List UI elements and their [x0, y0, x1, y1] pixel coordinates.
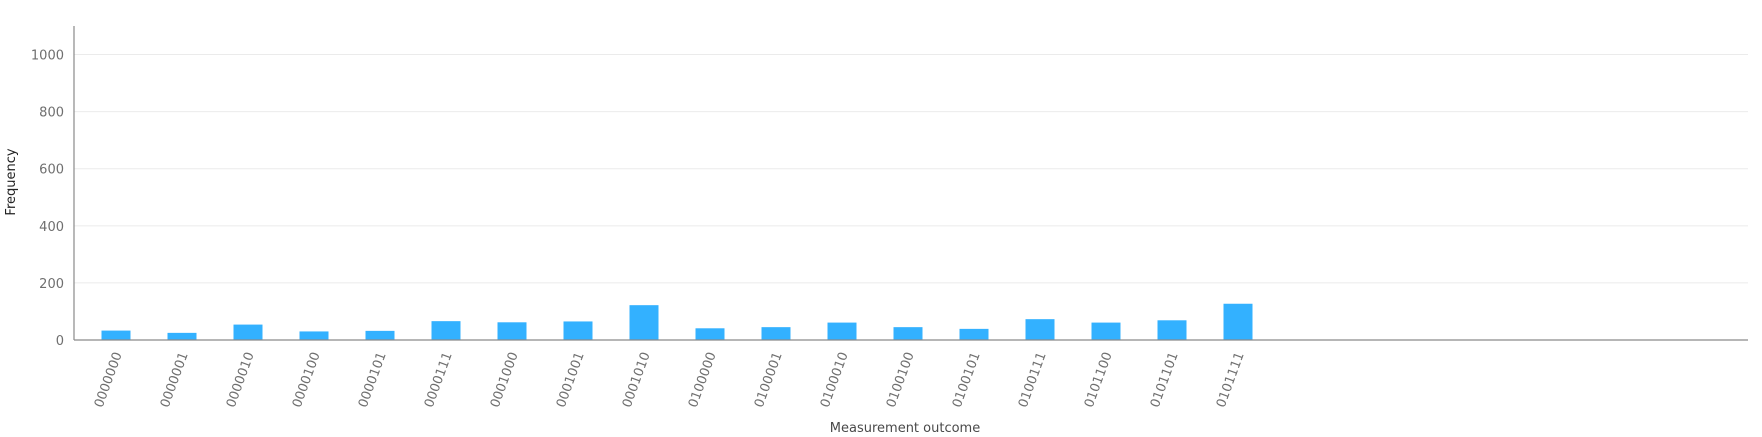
x-tick-label: 0100001: [752, 350, 786, 410]
x-tick-label: 0000111: [422, 350, 456, 410]
bar-0001000: [497, 322, 527, 340]
bar-0001001: [563, 321, 593, 340]
x-tick-label: 0100101: [950, 350, 984, 410]
y-tick-label: 200: [39, 277, 64, 292]
x-tick-label: 0000100: [290, 350, 324, 410]
bar-0000111: [431, 321, 461, 340]
x-tick-label: 0000010: [224, 350, 258, 410]
x-tick-label: 0101101: [1148, 350, 1182, 410]
grid-layer: [74, 54, 1748, 284]
bar-0000010: [233, 324, 263, 340]
x-tick-label: 0100100: [884, 350, 918, 410]
y-tick-label: 0: [56, 334, 64, 349]
bar-0100101: [959, 328, 989, 340]
bar-0101101: [1157, 320, 1187, 340]
y-tick-label: 400: [39, 220, 64, 235]
bar-0100100: [893, 327, 923, 340]
x-tick-labels: 0000000 0000001 0000010 0000100 0000101 00001…: [92, 350, 1248, 410]
axes-layer: [73, 26, 1748, 341]
bar-0100010: [827, 322, 857, 340]
x-tick-label: 0100000: [686, 350, 720, 410]
bar-0000101: [365, 330, 395, 340]
x-tick-label: 0100010: [818, 350, 852, 410]
x-tick-label: 0101111: [1214, 350, 1248, 410]
x-tick-label: 0001000: [488, 350, 522, 410]
y-tick-labels: 0 200 400 600 800 1000: [31, 49, 64, 349]
x-tick-label: 0000001: [158, 350, 192, 410]
x-tick-label: 0000101: [356, 350, 390, 410]
bars-layer: [101, 303, 1253, 340]
bar-0100001: [761, 327, 791, 340]
bar-0000001: [167, 332, 197, 340]
y-tick-label: 600: [39, 163, 64, 178]
x-tick-label: 0100111: [1016, 350, 1050, 410]
bar-0001010: [629, 305, 659, 340]
bar-0000100: [299, 331, 329, 340]
bar-0100111: [1025, 319, 1055, 340]
x-tick-label: 0001010: [620, 350, 654, 410]
y-axis-label: Frequency: [4, 148, 19, 215]
bar-0100000: [695, 328, 725, 340]
y-tick-label: 800: [39, 106, 64, 121]
bar-0101100: [1091, 322, 1121, 340]
x-axis-label: Measurement outcome: [830, 421, 980, 436]
x-tick-label: 0101100: [1082, 350, 1116, 410]
bar-0101111: [1223, 303, 1253, 340]
y-tick-label: 1000: [31, 49, 64, 64]
bar-0000000: [101, 330, 131, 340]
x-tick-label: 0001001: [554, 350, 588, 410]
x-tick-label: 0000000: [92, 350, 126, 410]
